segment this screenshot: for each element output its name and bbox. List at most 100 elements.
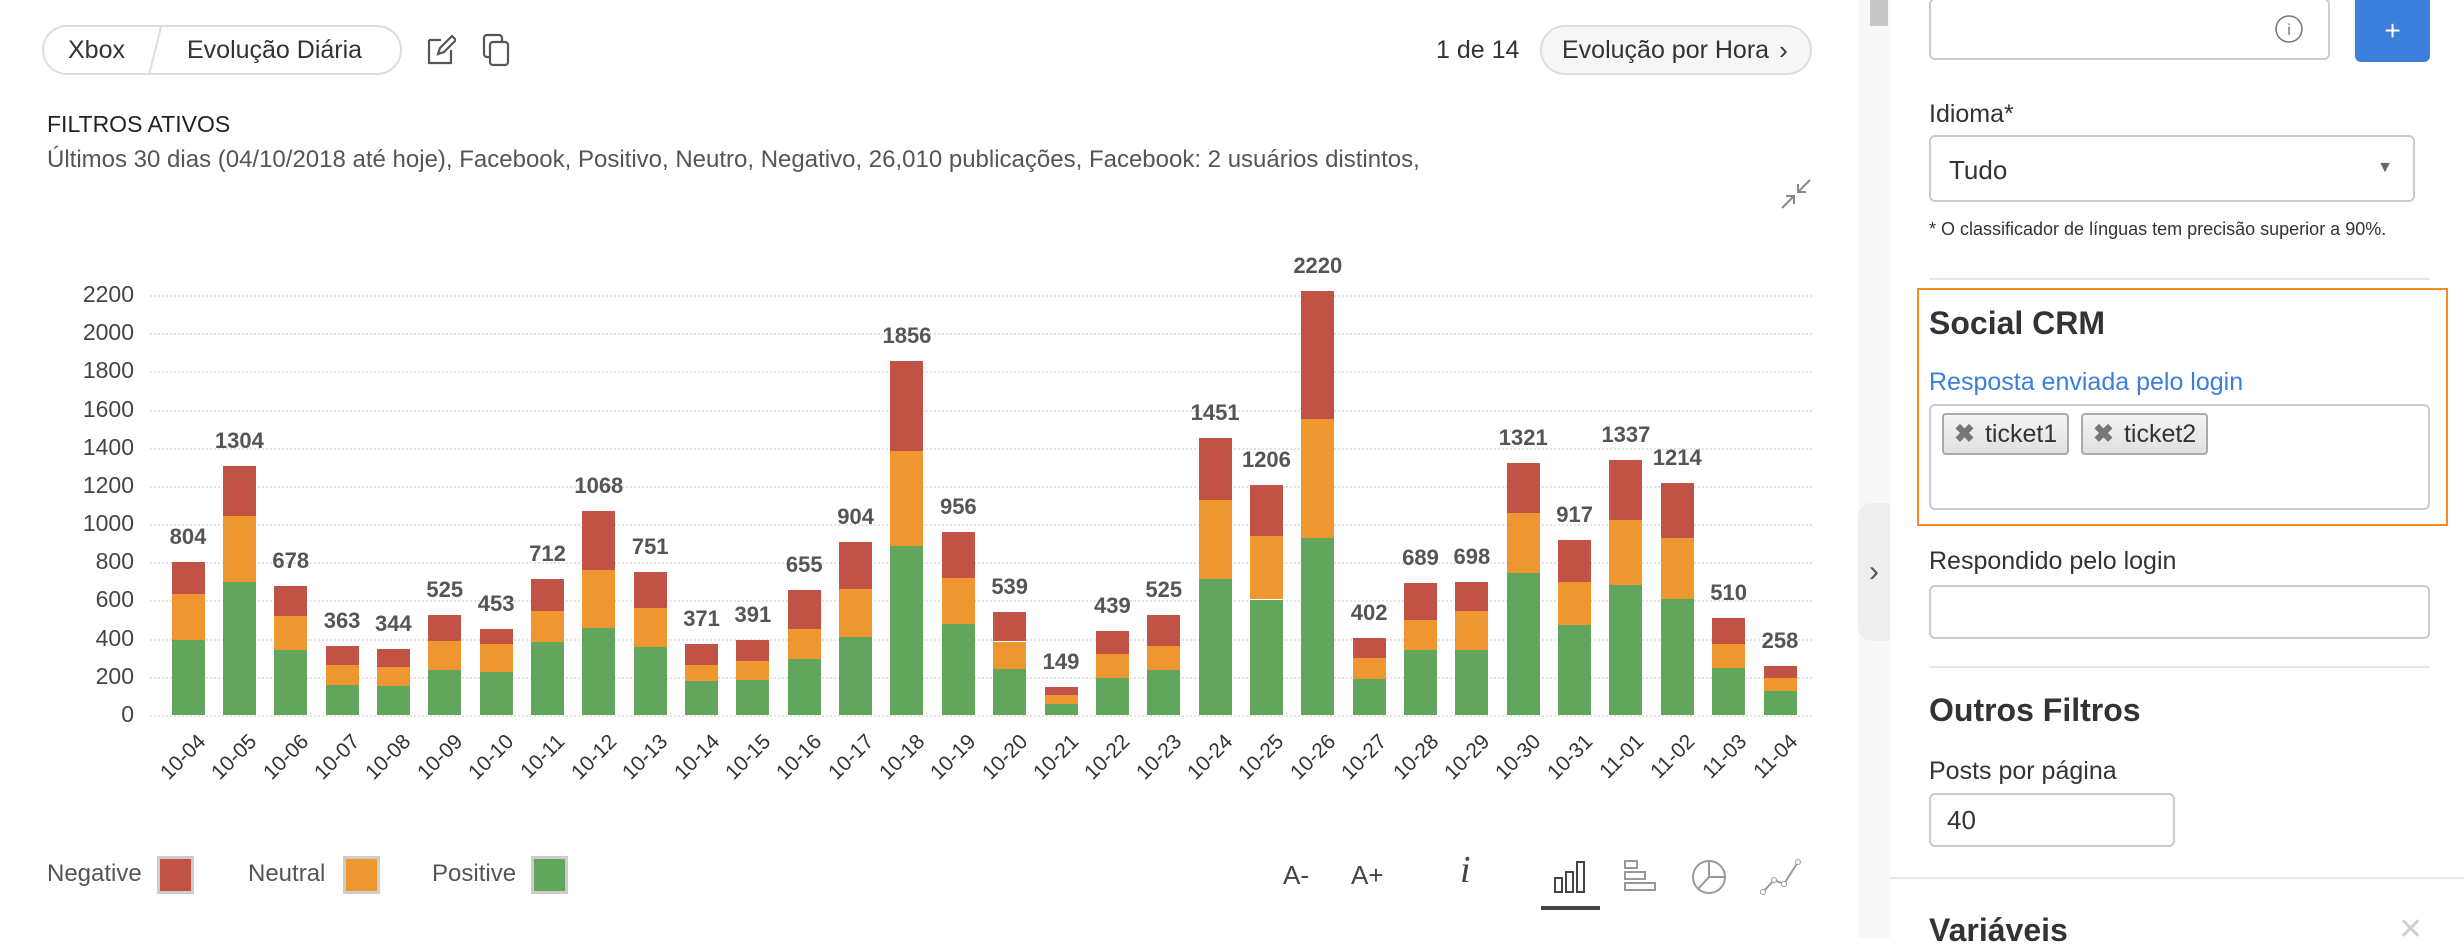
- bar-chart-icon[interactable]: [1552, 858, 1588, 894]
- bar-segment-negative[interactable]: [1147, 614, 1181, 647]
- bar-segment-positive[interactable]: [171, 640, 205, 715]
- bar-segment-negative[interactable]: [582, 511, 616, 571]
- bar-segment-neutral[interactable]: [325, 665, 359, 686]
- bar-segment-neutral[interactable]: [1712, 644, 1746, 669]
- bar-segment-positive[interactable]: [1249, 599, 1283, 715]
- info-icon[interactable]: i: [1460, 849, 1471, 891]
- bar-segment-neutral[interactable]: [1249, 535, 1283, 600]
- bar-segment-negative[interactable]: [1558, 539, 1592, 582]
- scrollbar-thumb[interactable]: [1870, 0, 1888, 26]
- bar-segment-negative[interactable]: [1249, 484, 1283, 536]
- bar-segment-neutral[interactable]: [787, 629, 821, 660]
- bar-segment-negative[interactable]: [222, 466, 256, 516]
- bar-segment-negative[interactable]: [890, 360, 924, 451]
- idioma-select[interactable]: Tudo ▼: [1929, 135, 2415, 202]
- bar-segment-neutral[interactable]: [222, 515, 256, 583]
- bar-segment-negative[interactable]: [787, 589, 821, 630]
- bar-segment-positive[interactable]: [1609, 584, 1643, 715]
- bar-segment-neutral[interactable]: [1506, 512, 1540, 573]
- respondido-input[interactable]: [1929, 585, 2430, 639]
- remove-tag-icon[interactable]: ✖: [1954, 420, 1975, 448]
- bar-segment-positive[interactable]: [890, 545, 924, 715]
- bar-segment-positive[interactable]: [839, 637, 873, 715]
- bar-segment-neutral[interactable]: [1352, 658, 1386, 680]
- bar-segment-positive[interactable]: [1198, 579, 1232, 715]
- search-field[interactable]: i: [1929, 0, 2330, 60]
- bar-segment-neutral[interactable]: [530, 610, 564, 643]
- bar-segment-negative[interactable]: [736, 640, 770, 662]
- breadcrumb-item-xbox[interactable]: Xbox: [44, 27, 163, 73]
- bar-segment-positive[interactable]: [633, 647, 667, 715]
- bar-segment-negative[interactable]: [633, 571, 667, 609]
- bar-segment-neutral[interactable]: [582, 570, 616, 628]
- bar-segment-positive[interactable]: [274, 650, 308, 715]
- bar-segment-neutral[interactable]: [1558, 581, 1592, 626]
- bar-segment-positive[interactable]: [1660, 598, 1694, 715]
- bar-segment-neutral[interactable]: [1147, 646, 1181, 671]
- bar-segment-negative[interactable]: [1044, 686, 1078, 696]
- bar-segment-positive[interactable]: [993, 669, 1027, 715]
- line-chart-icon[interactable]: [1760, 858, 1802, 896]
- bar-segment-positive[interactable]: [1147, 670, 1181, 715]
- bar-segment-negative[interactable]: [1660, 483, 1694, 538]
- bar-segment-positive[interactable]: [787, 659, 821, 715]
- bar-segment-positive[interactable]: [376, 686, 410, 715]
- bar-segment-negative[interactable]: [993, 612, 1027, 642]
- bar-segment-neutral[interactable]: [1763, 678, 1797, 692]
- bar-segment-negative[interactable]: [1198, 437, 1232, 500]
- panel-toggle-button[interactable]: ›: [1858, 503, 1890, 641]
- bar-segment-neutral[interactable]: [736, 661, 770, 681]
- bar-segment-positive[interactable]: [325, 685, 359, 715]
- bar-segment-negative[interactable]: [685, 644, 719, 666]
- bar-segment-neutral[interactable]: [1660, 537, 1694, 599]
- bar-segment-negative[interactable]: [428, 614, 462, 641]
- bar-segment-neutral[interactable]: [633, 608, 667, 648]
- bar-segment-negative[interactable]: [1301, 291, 1335, 419]
- bar-segment-positive[interactable]: [1095, 678, 1129, 715]
- bar-segment-negative[interactable]: [1352, 638, 1386, 659]
- bar-segment-negative[interactable]: [1506, 462, 1540, 513]
- bar-segment-positive[interactable]: [1404, 650, 1438, 715]
- font-smaller-button[interactable]: A-: [1283, 860, 1309, 890]
- bar-segment-negative[interactable]: [1609, 459, 1643, 520]
- bar-segment-neutral[interactable]: [685, 665, 719, 682]
- close-icon[interactable]: ✕: [2398, 913, 2424, 946]
- bar-segment-positive[interactable]: [1301, 537, 1335, 715]
- bar-segment-positive[interactable]: [736, 680, 770, 715]
- bar-segment-negative[interactable]: [1455, 581, 1489, 611]
- bar-segment-negative[interactable]: [376, 649, 410, 668]
- bar-segment-neutral[interactable]: [1455, 610, 1489, 651]
- resposta-label[interactable]: Resposta enviada pelo login: [1929, 368, 2244, 396]
- posts-per-page-input[interactable]: 40: [1929, 793, 2175, 847]
- bar-segment-negative[interactable]: [1095, 631, 1129, 655]
- bar-segment-negative[interactable]: [171, 561, 205, 594]
- pie-chart-icon[interactable]: [1690, 858, 1728, 896]
- add-button[interactable]: +: [2355, 0, 2430, 62]
- bar-segment-neutral[interactable]: [1609, 519, 1643, 585]
- bar-segment-negative[interactable]: [274, 585, 308, 616]
- bar-segment-negative[interactable]: [839, 542, 873, 589]
- collapse-icon[interactable]: [1780, 178, 1812, 210]
- copy-icon[interactable]: [482, 33, 512, 67]
- bar-segment-neutral[interactable]: [1044, 695, 1078, 705]
- legend-swatch-negative[interactable]: [157, 856, 194, 894]
- bar-segment-positive[interactable]: [582, 627, 616, 715]
- bar-segment-negative[interactable]: [1763, 665, 1797, 679]
- legend-swatch-neutral[interactable]: [343, 856, 380, 894]
- bar-segment-negative[interactable]: [530, 579, 564, 611]
- bar-segment-positive[interactable]: [428, 670, 462, 715]
- legend-swatch-positive[interactable]: [531, 856, 568, 894]
- bar-segment-positive[interactable]: [941, 623, 975, 715]
- bar-segment-negative[interactable]: [1712, 617, 1746, 645]
- bar-segment-neutral[interactable]: [428, 640, 462, 671]
- bar-segment-neutral[interactable]: [1301, 418, 1335, 538]
- edit-icon[interactable]: [426, 34, 456, 66]
- bar-segment-positive[interactable]: [222, 582, 256, 715]
- bar-segment-positive[interactable]: [1712, 668, 1746, 715]
- bar-segment-neutral[interactable]: [1095, 654, 1129, 679]
- bar-segment-negative[interactable]: [479, 628, 513, 645]
- font-larger-button[interactable]: A+: [1351, 860, 1384, 890]
- breadcrumb-item-current[interactable]: Evolução Diária: [186, 35, 363, 64]
- bar-segment-neutral[interactable]: [890, 450, 924, 546]
- bar-segment-neutral[interactable]: [171, 593, 205, 641]
